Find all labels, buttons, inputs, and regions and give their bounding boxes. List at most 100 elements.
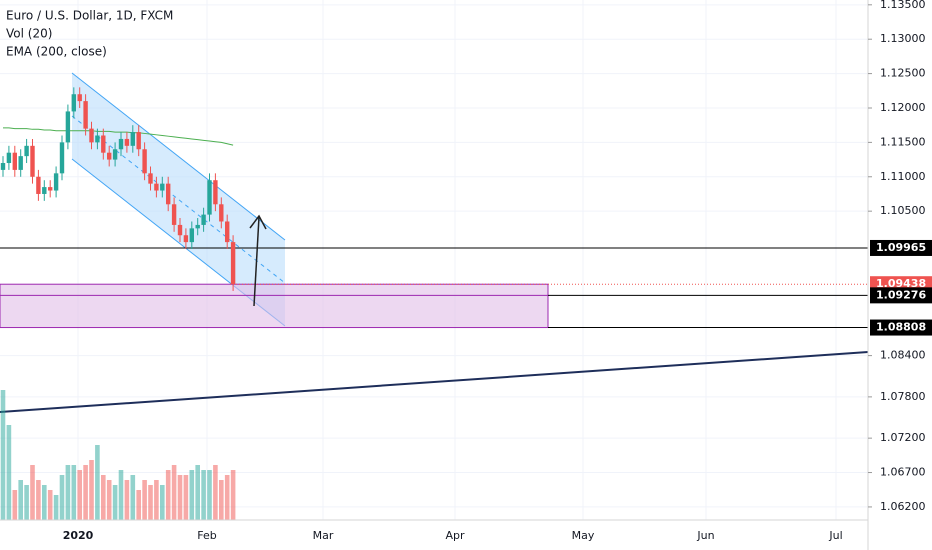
candle-body xyxy=(101,135,106,153)
candle-body xyxy=(48,187,53,191)
volume-bar xyxy=(106,480,112,520)
volume-bar xyxy=(112,485,118,520)
candle-body xyxy=(189,228,194,243)
candle-body xyxy=(6,152,12,164)
price-tag-label: 1.08808 xyxy=(876,321,926,334)
candle-body xyxy=(65,111,71,143)
candle-body xyxy=(12,152,17,170)
time-label: Mar xyxy=(313,529,334,542)
candle-body xyxy=(183,235,189,243)
volume-bar xyxy=(42,485,47,520)
candle-body xyxy=(59,142,65,174)
candle-body xyxy=(71,94,76,112)
volume-bar xyxy=(165,470,171,520)
price-tick-label: 1.08400 xyxy=(880,349,926,362)
candle-body xyxy=(124,138,130,146)
candle-body xyxy=(42,187,47,194)
volume-bar xyxy=(71,465,77,520)
time-label: Feb xyxy=(197,529,216,542)
candle-body xyxy=(130,132,135,146)
price-tick-label: 1.11000 xyxy=(880,170,926,183)
volume-bar xyxy=(154,480,159,520)
candle-body xyxy=(154,183,159,191)
candle-body xyxy=(219,204,224,222)
candle-body xyxy=(95,135,100,143)
volume-bar xyxy=(148,485,153,520)
arrow-head xyxy=(249,214,267,230)
volume-bar xyxy=(160,485,165,520)
volume-bar xyxy=(47,490,53,520)
price-tick-label: 1.12500 xyxy=(880,67,926,80)
candle-body xyxy=(171,204,177,225)
volume-bar xyxy=(18,480,23,520)
candle-body xyxy=(30,145,35,177)
price-tag xyxy=(870,287,932,304)
time-label: Jun xyxy=(696,529,714,542)
candle-body xyxy=(0,163,6,170)
time-label: 2020 xyxy=(63,529,94,542)
candle-body xyxy=(148,173,153,184)
candle-body xyxy=(177,224,183,236)
candle-body xyxy=(83,101,88,129)
ema-line xyxy=(3,127,234,146)
candle-body xyxy=(89,128,94,143)
candle-body xyxy=(107,152,112,160)
volume-bar xyxy=(207,470,212,520)
candle-body xyxy=(225,221,230,243)
volume-bar xyxy=(177,475,183,520)
channel-mid xyxy=(71,115,286,284)
trend-line xyxy=(0,351,869,413)
candle-body xyxy=(160,183,165,191)
volume-bar xyxy=(83,465,88,520)
symbol-title: Euro / U.S. Dollar, 1D, FXCM xyxy=(6,9,173,23)
price-tick-label: 1.13000 xyxy=(880,32,926,45)
price-tag-label: 1.09965 xyxy=(876,241,926,254)
volume-bar xyxy=(89,460,94,520)
candle-body xyxy=(195,224,200,229)
candle-body xyxy=(77,94,82,102)
candle-body xyxy=(166,183,171,205)
volume-bar xyxy=(95,445,100,520)
channel-upper xyxy=(71,72,286,241)
price-tick-label: 1.12000 xyxy=(880,101,926,114)
volume-bar xyxy=(53,495,59,520)
volume-bar xyxy=(213,465,218,520)
volume-bar xyxy=(224,475,230,520)
volume-bar xyxy=(101,475,106,520)
candle-body xyxy=(230,242,236,285)
candle-body xyxy=(201,214,206,225)
volume-bar xyxy=(219,480,224,520)
candle-body xyxy=(142,149,147,174)
time-label: May xyxy=(572,529,595,542)
volume-bar xyxy=(12,490,18,520)
candle-body xyxy=(36,176,41,194)
volume-bar xyxy=(201,470,206,520)
volume-bar xyxy=(189,470,195,520)
price-tag-label: 1.09276 xyxy=(876,288,926,301)
candle-body xyxy=(24,145,29,157)
candle-body xyxy=(213,180,218,205)
price-tick-label: 1.13500 xyxy=(880,0,926,11)
volume-bar xyxy=(36,480,41,520)
candle-body xyxy=(18,156,23,170)
candle-body xyxy=(207,180,212,215)
price-tick-label: 1.11500 xyxy=(880,135,926,148)
indicator-label: Vol (20) xyxy=(6,27,52,41)
volume-bar xyxy=(136,490,141,520)
price-tick-label: 1.07800 xyxy=(880,390,926,403)
price-tick-label: 1.06700 xyxy=(880,466,926,479)
candle-body xyxy=(136,132,141,150)
volume-bar xyxy=(171,465,177,520)
volume-bar xyxy=(118,470,124,520)
price-tick-label: 1.10500 xyxy=(880,204,926,217)
price-tag-label: 1.09438 xyxy=(876,277,926,290)
volume-bar xyxy=(230,470,236,520)
volume-bar xyxy=(124,480,130,520)
volume-bar xyxy=(0,390,6,520)
candle-body xyxy=(112,149,118,160)
volume-bar xyxy=(195,465,200,520)
candle-body xyxy=(118,138,124,150)
price-tag xyxy=(870,239,932,256)
